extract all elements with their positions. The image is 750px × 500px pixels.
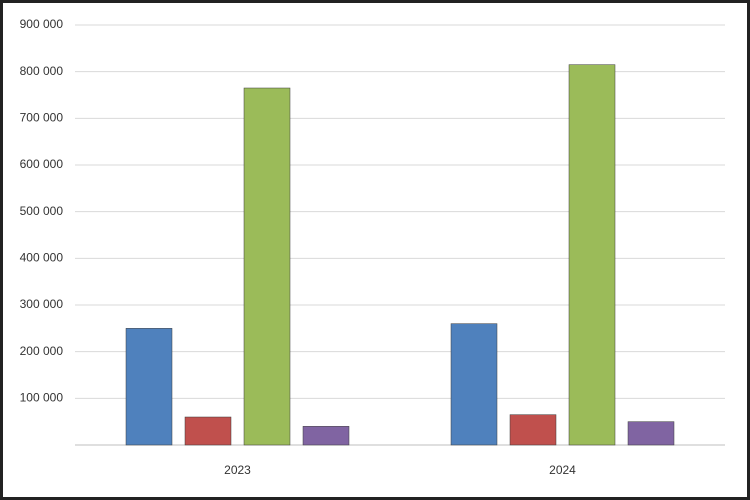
y-tick-label: 600 000 (20, 157, 64, 171)
y-tick-label: 400 000 (20, 251, 64, 265)
y-tick-label: 500 000 (20, 204, 64, 218)
bar (450, 323, 498, 446)
bar (627, 421, 675, 446)
bar (243, 87, 291, 446)
y-tick-label: 300 000 (20, 297, 64, 311)
bar (509, 414, 557, 446)
x-tick-label: 2023 (224, 463, 251, 477)
y-tick-label: 900 000 (20, 17, 64, 31)
y-tick-label: 100 000 (20, 391, 64, 405)
x-tick-label: 2024 (549, 463, 576, 477)
y-tick-label: 800 000 (20, 64, 64, 78)
bar (184, 416, 232, 446)
y-tick-label: 700 000 (20, 111, 64, 125)
bar (302, 426, 350, 446)
bar (568, 64, 616, 446)
y-tick-label: 200 000 (20, 344, 64, 358)
bar (125, 328, 173, 446)
